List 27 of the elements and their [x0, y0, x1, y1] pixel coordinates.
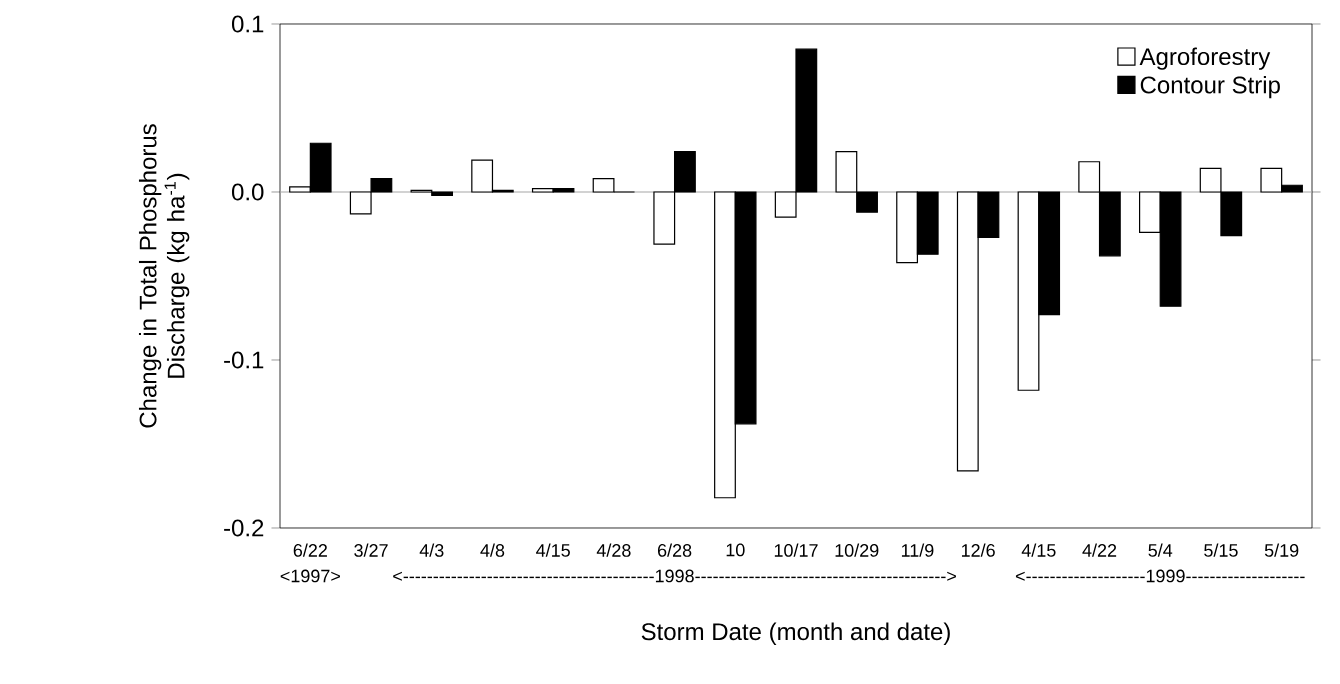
- x-tick-label: 10: [726, 543, 745, 557]
- x-tick-label: 5/19: [1264, 543, 1299, 557]
- x-tick-label: 5/4: [1148, 543, 1173, 557]
- x-tick-label: 6/28: [657, 543, 692, 557]
- x-tick-label: 5/15: [1204, 543, 1238, 557]
- x-tick-label: 10/29: [835, 543, 879, 557]
- x-tick-label: 4/8: [480, 543, 505, 557]
- legend-label: Contour Strip: [1140, 75, 1280, 99]
- text: <1997>: [280, 569, 340, 583]
- y-tick-label: 0.1: [231, 15, 264, 33]
- y-tick-label: -0.2: [224, 519, 264, 537]
- x-tick-label: 11/9: [901, 543, 934, 557]
- x-tick-label: 3/27: [354, 543, 388, 557]
- x-tick-label: 4/3: [419, 543, 444, 557]
- y-tick-label: 0.0: [231, 183, 264, 201]
- x-tick-label: 4/28: [596, 543, 631, 557]
- x-tick-label: 4/15: [536, 543, 570, 557]
- x-tick-label: 4/15: [1021, 543, 1056, 557]
- y-tick-label: -0.1: [224, 351, 264, 369]
- x-axis-title: Storm Date (month and date): [641, 622, 950, 645]
- x-tick-label: 10/17: [774, 543, 818, 557]
- x-tick-label: 4/22: [1082, 543, 1117, 557]
- text: <--------------------1999--------------------: [1015, 569, 1305, 583]
- x-tick-label: 12/6: [961, 543, 995, 557]
- legend-label: Agroforestry: [1139, 47, 1271, 70]
- text: <------------------------------------------1998------------------------------------------>: [393, 569, 956, 583]
- x-tick-label: 6/22: [293, 543, 327, 557]
